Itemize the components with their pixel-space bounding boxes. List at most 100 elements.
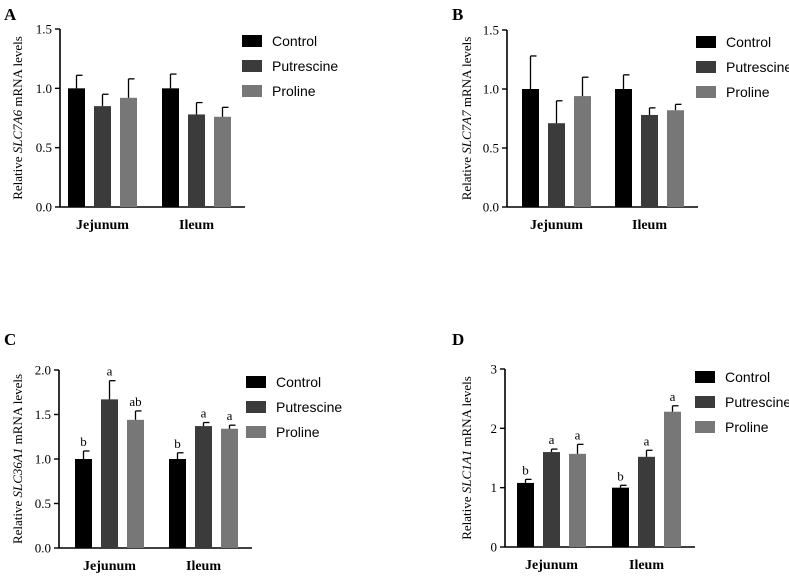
y-tick-label: 1.5 — [36, 22, 52, 37]
bar-proline — [214, 116, 231, 207]
legend-swatch-putrescine — [695, 396, 715, 408]
x-category-label: Ileum — [186, 559, 221, 574]
legend-swatch-proline — [246, 426, 266, 438]
y-tick-label: 0.5 — [36, 140, 52, 155]
legend-swatch-putrescine — [696, 61, 716, 73]
legend-label: Putrescine — [276, 399, 342, 415]
y-axis-label-suffix: mRNA levels — [459, 376, 474, 450]
y-axis-label-prefix: Relative — [10, 497, 25, 544]
y-tick-label: 1.0 — [36, 81, 52, 96]
y-axis-label: Relative SLC7A7 mRNA levels — [459, 37, 474, 201]
legend-swatch-control — [695, 371, 715, 383]
x-category-label: Jejunum — [525, 558, 578, 573]
panel-letter: A — [4, 5, 17, 24]
y-tick-label: 0.0 — [483, 200, 499, 215]
panel-c: C 0.0 0.5 1.0 1.5 2.0 Relative SLC36A1 mRNA le… — [4, 330, 342, 574]
bar-proline — [127, 419, 144, 548]
y-tick-label: 1.5 — [483, 23, 499, 38]
y-axis-label-gene: SLC1A1 — [459, 450, 474, 493]
panel-b: B 0.0 0.5 1.0 1.5 Relative SLC7A7 mRNA levels… — [452, 5, 789, 233]
y-tick-label: 0.0 — [36, 200, 52, 215]
bar-proline — [569, 453, 586, 547]
panel-letter: C — [4, 330, 16, 349]
significance-label: a — [227, 408, 233, 423]
y-axis-label-prefix: Relative — [459, 493, 474, 540]
legend-swatch-proline — [242, 85, 262, 97]
y-tick-label: 1.0 — [35, 452, 51, 467]
x-category-label: Ileum — [629, 558, 664, 573]
significance-label: a — [107, 364, 113, 379]
bar-putrescine — [94, 106, 111, 207]
bar-putrescine — [543, 452, 560, 547]
bar-proline — [667, 110, 684, 207]
legend-swatch-control — [696, 36, 716, 48]
bar-putrescine — [641, 114, 658, 207]
y-tick-label: 0.5 — [35, 496, 51, 511]
y-tick-label: 1.0 — [483, 82, 499, 97]
y-tick-label: 0.5 — [483, 141, 499, 156]
significance-label: b — [80, 434, 87, 449]
bar-putrescine — [548, 123, 565, 207]
legend-label: Control — [276, 374, 321, 390]
y-axis-label-suffix: mRNA levels — [459, 37, 474, 111]
y-axis-label: Relative SLC36A1 mRNA levels — [10, 374, 25, 544]
x-category-label: Jejunum — [530, 218, 583, 233]
bar-control — [75, 459, 92, 548]
y-axis-label-gene: SLC7A6 — [10, 109, 25, 153]
significance-label: b — [522, 462, 529, 477]
y-axis-label: Relative SLC1A1 mRNA levels — [459, 376, 474, 540]
significance-label: b — [174, 436, 181, 451]
bar-putrescine — [638, 456, 655, 547]
x-category-label: Ileum — [632, 218, 667, 233]
y-axis-label: Relative SLC7A6 mRNA levels — [10, 36, 25, 200]
legend-swatch-control — [246, 376, 266, 388]
significance-label: a — [644, 433, 650, 448]
legend-label: Proline — [272, 83, 316, 99]
bar-control — [522, 89, 539, 207]
legend-label: Proline — [726, 84, 770, 100]
legend-label: Putrescine — [726, 59, 789, 75]
y-axis-label-prefix: Relative — [10, 153, 25, 200]
y-tick-label: 3 — [491, 362, 498, 377]
bar-control — [162, 88, 179, 207]
legend-swatch-putrescine — [242, 60, 262, 72]
bar-proline — [221, 428, 238, 548]
bar-putrescine — [195, 426, 212, 548]
bar-control — [68, 88, 85, 207]
legend-swatch-proline — [696, 86, 716, 98]
x-category-label: Jejunum — [76, 218, 129, 233]
legend-swatch-putrescine — [246, 401, 266, 413]
bar-putrescine — [188, 114, 205, 207]
y-axis-label-gene: SLC7A7 — [459, 110, 474, 154]
y-tick-label: 0.0 — [35, 541, 51, 556]
legend-label: Proline — [725, 419, 769, 435]
significance-label: a — [549, 432, 555, 447]
y-tick-label: 1.5 — [35, 407, 51, 422]
legend-label: Control — [725, 369, 770, 385]
x-category-label: Jejunum — [83, 559, 136, 574]
legend-label: Putrescine — [725, 394, 789, 410]
bar-proline — [120, 97, 137, 207]
x-category-label: Ileum — [179, 218, 214, 233]
bar-proline — [574, 96, 591, 207]
panel-letter: B — [452, 5, 463, 24]
significance-label: a — [670, 389, 676, 404]
bar-proline — [664, 411, 681, 547]
legend-label: Control — [726, 34, 771, 50]
significance-label: b — [617, 468, 624, 483]
bar-control — [517, 482, 534, 547]
legend-label: Putrescine — [272, 58, 338, 74]
y-tick-label: 1 — [491, 480, 498, 495]
y-axis-label-suffix: mRNA levels — [10, 374, 25, 448]
y-axis-label-suffix: mRNA levels — [10, 36, 25, 110]
panel-d: D 0 1 2 3 Relative SLC1A1 mRNA levels b a a Jejun… — [452, 330, 789, 573]
significance-label: ab — [129, 394, 141, 409]
bar-control — [615, 89, 632, 207]
legend-label: Proline — [276, 424, 320, 440]
legend-swatch-control — [242, 35, 262, 47]
bar-control — [612, 487, 629, 547]
significance-label: a — [575, 427, 581, 442]
y-tick-label: 2 — [491, 421, 498, 436]
panel-letter: D — [452, 330, 464, 349]
